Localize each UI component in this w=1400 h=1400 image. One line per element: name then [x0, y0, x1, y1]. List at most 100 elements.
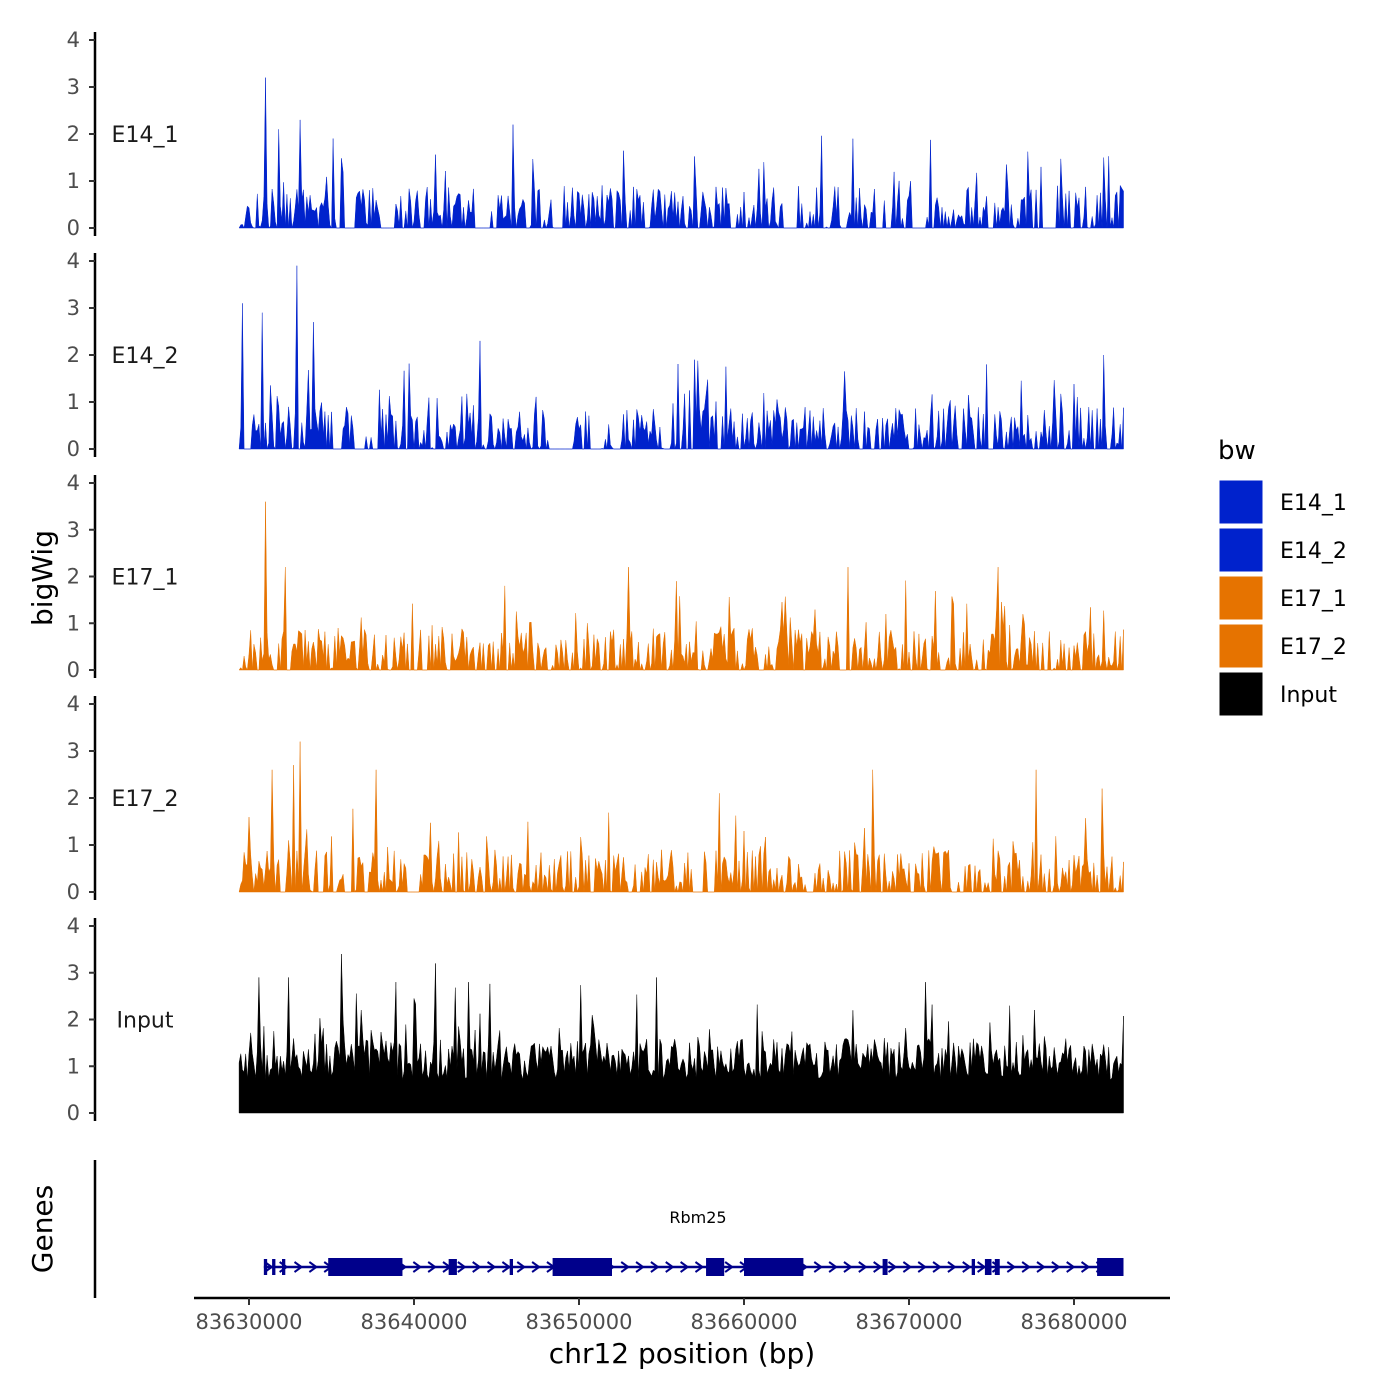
legend-label-E14_2: E14_2 [1280, 539, 1347, 564]
track-label-E14_1: E14_1 [112, 123, 179, 148]
track-E17_1: 0 1 2 3 4 E17_1 [67, 471, 1124, 682]
exon [509, 1259, 513, 1275]
y-tick-label: 3 [67, 739, 80, 763]
y-tick-label: 4 [67, 249, 80, 273]
y-tick-label: 4 [67, 28, 80, 52]
exon [328, 1258, 403, 1276]
exon [263, 1259, 268, 1275]
coverage-area-E17_2 [238, 741, 1124, 893]
strand-arrow [1051, 1261, 1061, 1273]
y-tick-label: 1 [67, 611, 80, 635]
y-tick-label: 0 [67, 658, 80, 682]
strand-arrow [486, 1261, 497, 1273]
y-tick-label: 4 [67, 914, 80, 938]
strand-arrow [620, 1261, 630, 1273]
exon [994, 1259, 1000, 1275]
track-E17_2: 0 1 2 3 4 E17_2 [67, 692, 1124, 904]
x-tick-label: 83650000 [526, 1310, 633, 1334]
x-tick-label: 83660000 [691, 1310, 798, 1334]
strand-arrow [308, 1261, 319, 1273]
y-tick-label: 2 [67, 1008, 80, 1032]
exon [706, 1258, 725, 1276]
track-E14_1: 0 1 2 3 4 E14_1 [67, 28, 1124, 240]
strand-arrow [665, 1261, 675, 1273]
strand-arrow [887, 1261, 898, 1273]
strand-arrow [902, 1261, 913, 1273]
exon [282, 1259, 286, 1275]
y-tick-label: 0 [67, 216, 80, 240]
x-tick-label: 83640000 [361, 1310, 468, 1334]
strand-arrow [694, 1261, 705, 1273]
legend-key-E14_2 [1218, 527, 1264, 573]
legend-key-E17_1 [1218, 575, 1264, 621]
legend-key-E17_2 [1218, 623, 1264, 669]
strand-arrow [472, 1261, 482, 1273]
exon [272, 1259, 276, 1275]
exon [984, 1259, 992, 1275]
gene-panel: Rbm25 [93, 1160, 1124, 1298]
legend-label-Input: Input [1280, 683, 1337, 708]
x-tick-label: 83680000 [1021, 1310, 1128, 1334]
strand-arrow [1021, 1261, 1031, 1273]
legend-label-E17_1: E17_1 [1280, 587, 1347, 612]
y-tick-label: 2 [67, 343, 80, 367]
coverage-area-E14_2 [238, 265, 1124, 450]
y-tick-label: 3 [67, 296, 80, 320]
exon [552, 1258, 612, 1276]
exon [882, 1259, 888, 1275]
strand-arrow [813, 1261, 823, 1273]
strand-arrow [1006, 1261, 1017, 1273]
bigwig-tracks: 0 1 2 3 4 E14_1 0 1 2 3 4 E14_2 0 1 2 3 4 E17_1 0 1 2 3 4 E17_2… [67, 28, 1124, 1125]
y-tick-label: 3 [67, 75, 80, 99]
y-tick-label: 4 [67, 692, 80, 716]
strand-arrow [531, 1261, 541, 1273]
coverage-area-E14_1 [238, 77, 1124, 229]
y-tick-label: 0 [67, 1101, 80, 1125]
y-tick-label: 1 [67, 390, 80, 414]
strand-arrow [977, 1261, 987, 1273]
y-tick-label: 1 [67, 1054, 80, 1078]
gene-track-title: Genes [26, 1185, 59, 1273]
exon [744, 1258, 804, 1276]
y-tick-label: 4 [67, 471, 80, 495]
strand-arrow [680, 1261, 690, 1273]
y-tick-label: 0 [67, 880, 80, 904]
legend-key-E14_1 [1218, 479, 1264, 525]
legend-label-E14_1: E14_1 [1280, 491, 1347, 516]
strand-arrow [501, 1261, 512, 1273]
strand-arrow [1066, 1261, 1076, 1273]
exon [448, 1259, 457, 1275]
strand-arrow [932, 1261, 942, 1273]
track-E14_2: 0 1 2 3 4 E14_2 [67, 249, 1124, 461]
strand-arrow [962, 1261, 972, 1273]
strand-arrow [724, 1261, 734, 1273]
exon [971, 1259, 975, 1275]
y-tick-label: 2 [67, 786, 80, 810]
strand-arrow [412, 1261, 423, 1273]
legend-key-Input [1218, 671, 1264, 717]
strand-arrow [279, 1261, 289, 1273]
y-tick-label: 2 [67, 565, 80, 589]
strand-arrow [873, 1261, 883, 1273]
y-axis-title: bigWig [26, 530, 59, 626]
x-tick-label: 83630000 [196, 1310, 303, 1334]
x-axis: 83630000 83640000 83650000 83660000 83670000… [194, 1296, 1170, 1334]
y-tick-label: 1 [67, 169, 80, 193]
legend-label-E17_2: E17_2 [1280, 635, 1347, 660]
strand-arrow [427, 1261, 437, 1273]
strand-arrow [650, 1261, 660, 1273]
coverage-area-Input [238, 953, 1124, 1114]
strand-arrow [516, 1261, 526, 1273]
track-label-E17_1: E17_1 [112, 566, 179, 591]
strand-arrow [828, 1261, 838, 1273]
coverage-area-E17_1 [238, 501, 1124, 671]
track-label-Input: Input [117, 1009, 174, 1034]
x-axis-title: chr12 position (bp) [549, 1337, 815, 1370]
exon [1097, 1258, 1124, 1276]
strand-arrow [858, 1261, 868, 1273]
track-label-E17_2: E17_2 [112, 787, 179, 812]
strand-arrow [947, 1261, 957, 1273]
y-tick-label: 0 [67, 437, 80, 461]
x-tick-label: 83670000 [856, 1310, 963, 1334]
